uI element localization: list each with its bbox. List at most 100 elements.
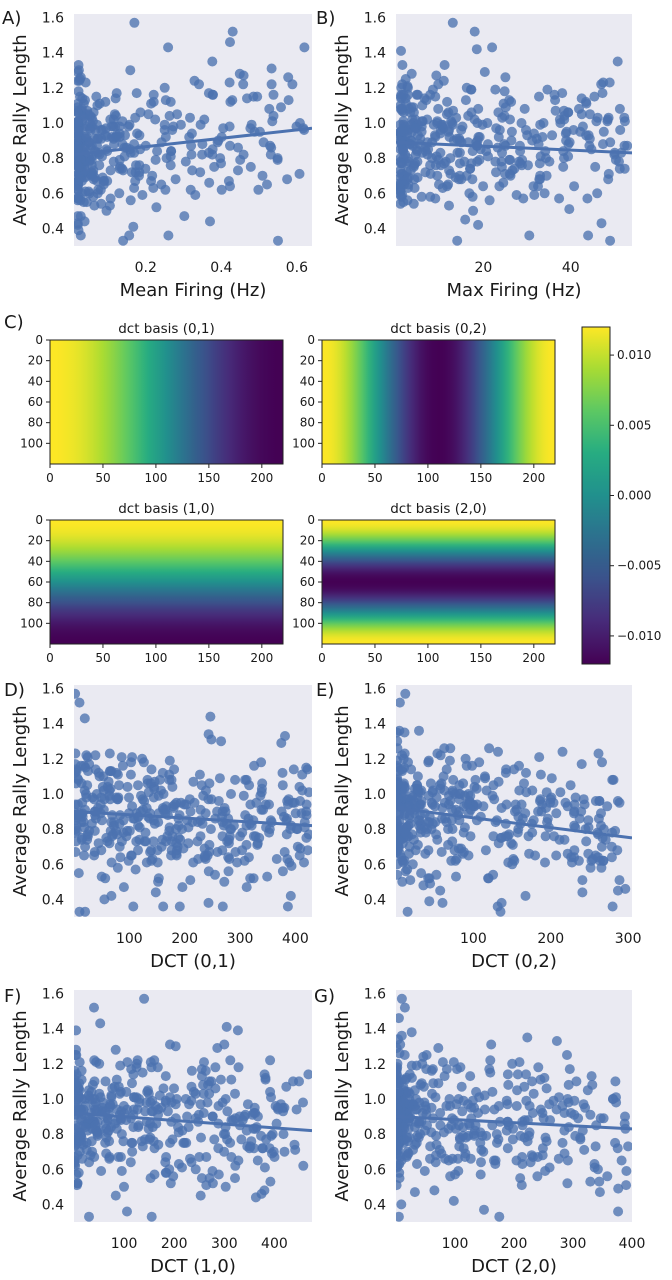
x-tick-label: 100 bbox=[416, 651, 439, 665]
data-point bbox=[592, 112, 603, 123]
data-point bbox=[160, 132, 171, 142]
data-point bbox=[491, 123, 502, 134]
data-point bbox=[200, 808, 211, 819]
data-point bbox=[169, 764, 180, 775]
data-point bbox=[129, 1092, 139, 1103]
y-tick-label: 40 bbox=[300, 554, 315, 568]
data-point bbox=[470, 774, 481, 785]
data-point bbox=[118, 235, 129, 246]
data-point bbox=[518, 193, 529, 204]
data-point bbox=[606, 852, 617, 863]
data-point bbox=[264, 799, 274, 810]
data-point bbox=[173, 1159, 184, 1169]
data-point bbox=[298, 1160, 309, 1171]
scatter-points bbox=[74, 17, 312, 246]
data-point bbox=[74, 778, 81, 789]
data-point bbox=[535, 119, 546, 130]
data-point bbox=[535, 769, 546, 780]
data-point bbox=[96, 871, 107, 882]
colorbar-tick-label: 0.010 bbox=[617, 348, 651, 362]
data-point bbox=[528, 1088, 539, 1099]
data-point bbox=[282, 174, 293, 185]
data-point bbox=[94, 160, 105, 171]
data-point bbox=[432, 170, 443, 181]
data-point bbox=[281, 1081, 292, 1092]
data-point bbox=[450, 1169, 460, 1180]
data-point bbox=[396, 1127, 403, 1138]
data-point bbox=[282, 901, 293, 912]
data-point bbox=[94, 98, 105, 109]
data-point bbox=[116, 752, 127, 763]
data-point bbox=[530, 850, 541, 861]
data-point bbox=[89, 850, 100, 861]
data-point bbox=[454, 170, 465, 181]
data-point bbox=[110, 1044, 121, 1055]
data-point bbox=[419, 1166, 430, 1176]
y-tick-label: 0.8 bbox=[42, 151, 64, 167]
data-point bbox=[452, 235, 463, 246]
data-point bbox=[555, 787, 566, 798]
data-point bbox=[143, 109, 154, 120]
data-point bbox=[425, 1141, 436, 1152]
data-point bbox=[500, 72, 511, 83]
heatmap-dct-basis-1-0: dct basis (1,0) 0 50 100 150 200 0 20 40 60 80 100 bbox=[20, 501, 284, 665]
y-tick-label: 1.2 bbox=[364, 752, 386, 768]
data-point bbox=[396, 1086, 404, 1097]
data-point bbox=[142, 1086, 153, 1097]
data-point bbox=[614, 797, 625, 808]
data-point bbox=[165, 1039, 175, 1050]
data-point bbox=[99, 894, 110, 905]
data-point bbox=[279, 847, 290, 857]
y-tick-label: 0 bbox=[35, 513, 43, 527]
data-point bbox=[203, 897, 214, 908]
data-point bbox=[487, 1086, 498, 1097]
data-point bbox=[74, 107, 83, 118]
data-point bbox=[396, 183, 406, 193]
data-point bbox=[444, 200, 454, 211]
data-point bbox=[542, 84, 553, 95]
y-tick-label: 1.0 bbox=[42, 116, 64, 132]
data-point bbox=[564, 1064, 575, 1075]
data-point bbox=[557, 746, 568, 757]
data-point bbox=[438, 75, 449, 86]
data-point bbox=[421, 1050, 432, 1060]
data-point bbox=[414, 725, 424, 736]
data-point bbox=[117, 163, 127, 174]
heatmap-title: dct basis (2,0) bbox=[390, 501, 487, 517]
data-point bbox=[74, 161, 84, 172]
data-point bbox=[473, 103, 484, 114]
data-point bbox=[277, 767, 288, 778]
y-tick-label: 20 bbox=[300, 354, 315, 368]
data-point bbox=[116, 1166, 127, 1176]
x-tick-label: 200 bbox=[522, 471, 545, 485]
data-point bbox=[541, 803, 551, 813]
data-point bbox=[583, 130, 594, 141]
regression-line bbox=[396, 806, 632, 840]
x-tick-label: 200 bbox=[537, 931, 564, 947]
data-point bbox=[399, 1097, 410, 1108]
data-point bbox=[127, 1078, 137, 1089]
data-point bbox=[113, 1152, 124, 1162]
data-point bbox=[553, 1153, 564, 1164]
data-point bbox=[122, 781, 133, 792]
data-point bbox=[396, 103, 407, 114]
data-point bbox=[160, 804, 171, 815]
x-tick-label: 0 bbox=[46, 651, 54, 665]
data-point bbox=[137, 190, 148, 200]
data-point bbox=[581, 836, 592, 847]
data-point bbox=[427, 1064, 438, 1075]
data-point bbox=[81, 132, 92, 142]
data-point bbox=[479, 1090, 490, 1101]
data-point bbox=[396, 158, 406, 169]
data-point bbox=[511, 1155, 522, 1166]
data-point bbox=[126, 1137, 137, 1148]
data-point bbox=[504, 95, 515, 106]
data-point bbox=[465, 1071, 476, 1082]
data-point bbox=[74, 86, 84, 97]
data-point bbox=[181, 1137, 192, 1148]
data-point bbox=[74, 184, 83, 195]
data-point bbox=[111, 1074, 122, 1085]
data-point bbox=[427, 84, 438, 95]
data-point bbox=[507, 1134, 518, 1145]
data-point bbox=[569, 806, 580, 817]
